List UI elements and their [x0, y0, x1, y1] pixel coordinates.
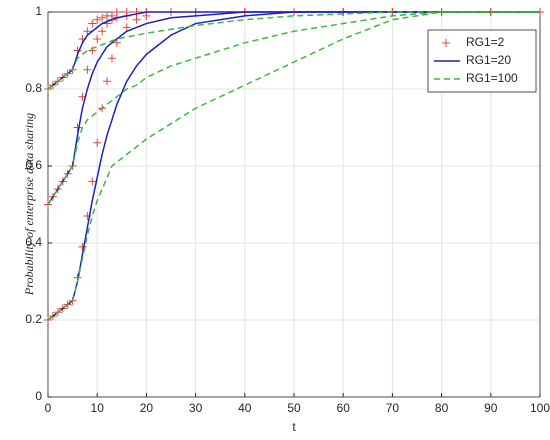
- x-tick-label: 100: [530, 401, 550, 415]
- marker: [107, 11, 116, 20]
- legend-label: RG1=20: [466, 53, 511, 67]
- marker: [98, 13, 107, 22]
- x-tick-label: 0: [45, 401, 52, 415]
- marker: [78, 242, 87, 251]
- y-tick-label: 0.8: [25, 81, 42, 95]
- x-tick-label: 30: [189, 401, 203, 415]
- marker: [93, 15, 102, 24]
- series: [47, 11, 540, 321]
- marker: [88, 177, 97, 186]
- marker: [103, 77, 112, 86]
- legend-label: RG1=2: [466, 35, 505, 49]
- x-tick-label: 20: [140, 401, 154, 415]
- legend: RG1=2 RG1=20 RG1=100: [427, 29, 537, 93]
- x-axis-label: t: [292, 420, 296, 434]
- marker: [442, 39, 450, 47]
- marker: [93, 34, 102, 43]
- marker: [112, 38, 121, 47]
- marker: [122, 8, 131, 16]
- legend-label: RG1=100: [466, 71, 518, 85]
- y-tick-label: 0.6: [25, 158, 42, 172]
- y-tick-label: 1: [35, 4, 42, 18]
- x-tick-label: 80: [435, 401, 449, 415]
- x-tick-label: 50: [287, 401, 301, 415]
- line: [47, 11, 540, 90]
- y-tick-label: 0: [35, 389, 42, 403]
- series: [47, 11, 540, 321]
- marker: [98, 27, 107, 36]
- y-tick-label: 0.2: [25, 312, 42, 326]
- marker: [88, 19, 97, 28]
- marker: [112, 8, 121, 16]
- y-tick-label: 0.4: [25, 235, 42, 249]
- line: [47, 11, 540, 205]
- marker: [132, 15, 141, 24]
- x-tick-label: 40: [238, 401, 252, 415]
- line: [47, 11, 540, 321]
- x-tick-label: 90: [484, 401, 498, 415]
- marker: [83, 27, 92, 36]
- marker: [107, 54, 116, 63]
- line: [47, 11, 540, 90]
- x-tick-label: 60: [337, 401, 351, 415]
- marker: [93, 138, 102, 147]
- marker: [73, 123, 82, 132]
- x-tick-label: 10: [91, 401, 105, 415]
- y-axis-label: Probability of enterprise data sharing: [22, 113, 36, 296]
- marker: [83, 65, 92, 74]
- marker: [122, 23, 131, 32]
- x-tick-label: 70: [386, 401, 400, 415]
